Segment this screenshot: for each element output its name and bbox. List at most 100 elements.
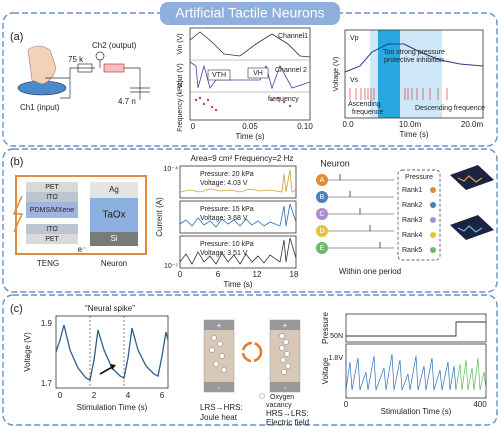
neuron-node: [316, 242, 328, 254]
wire: [45, 67, 95, 99]
x-tick-label: 6: [160, 391, 165, 400]
y-tick-label: 50N: [330, 333, 343, 340]
circuit-label: Ch1 (input): [20, 103, 60, 112]
x-tick-label: 2: [92, 391, 97, 400]
circuit-label: 75 k: [68, 55, 84, 64]
decoration: [211, 335, 217, 341]
panel-label: (c): [10, 303, 23, 315]
vp-trace: [344, 43, 484, 73]
layer: [26, 234, 78, 244]
y-tick-label: 10⁻⁷: [164, 263, 178, 270]
x-tick-label: 20.0m: [461, 120, 484, 129]
decoration: [221, 367, 227, 373]
decoration: [202, 102, 206, 106]
plot-title: Area=9 cm² Frequency=2 Hz: [191, 154, 294, 163]
y-label: Voltage (V): [333, 57, 340, 92]
decoration: [194, 98, 198, 102]
neuron-label: C: [319, 211, 324, 218]
x-tick-label: 10.0m: [399, 120, 422, 129]
y-label: Pressure: [321, 311, 330, 344]
annotation: Oxygen: [270, 394, 294, 401]
current-trace: [179, 203, 297, 228]
vin-trace: [189, 31, 311, 58]
axes: [179, 235, 297, 269]
vacancies: [209, 333, 291, 375]
panel-frame: [2, 294, 498, 426]
x-tick-label: 0.0: [342, 120, 354, 129]
y-tick-label: 1.8V: [329, 355, 344, 362]
coding-title: Neuron: [320, 158, 350, 168]
legend-box: [397, 169, 441, 261]
mechanism-label: LRS→HRS:: [200, 403, 243, 412]
callout: [207, 69, 231, 81]
rank-dot: [430, 187, 436, 193]
decoration: [198, 96, 202, 100]
annotation: VH: [253, 70, 263, 77]
panel-label: (b): [10, 156, 23, 168]
sign: -: [284, 383, 287, 392]
rank-dot: [430, 202, 436, 208]
circuit-label: 4.7 n: [118, 97, 136, 106]
callout: [247, 67, 269, 79]
decoration: [280, 357, 286, 363]
sign: +: [217, 321, 222, 330]
decoration: [279, 333, 285, 339]
panel-label: (a): [10, 31, 23, 43]
x-tick-label: 4: [126, 391, 131, 400]
trace-label: Voltage: 3.51 V: [200, 250, 248, 257]
trace-label: Voltage: 3.68 V: [200, 215, 248, 222]
annotation: frequency: [268, 96, 299, 103]
resistor: [77, 63, 93, 73]
rank-label: Rank1: [402, 187, 422, 194]
pressure-trace: [346, 321, 486, 337]
layer: [26, 192, 78, 202]
decoration: [270, 98, 274, 102]
layer-label: PET: [45, 236, 59, 243]
series-label: Vs: [350, 77, 359, 84]
decoration: [209, 347, 215, 353]
y-tick-label: 10⁻⁴: [164, 166, 179, 173]
layer-label: Si: [110, 234, 117, 243]
x-tick-label: 0: [178, 270, 183, 279]
neuron-node: [316, 191, 328, 203]
sign: -: [218, 383, 221, 392]
neuron-label: E: [320, 245, 325, 252]
layer-label: Ag: [109, 185, 119, 194]
sign: +: [283, 321, 288, 330]
neuron-label: A: [320, 177, 325, 184]
x-tick-label: 0.05: [242, 122, 258, 131]
hand: [27, 45, 57, 85]
decoration: [217, 341, 223, 347]
device: [203, 319, 235, 393]
decoration: [206, 98, 210, 102]
panel-frame: [2, 148, 498, 293]
decoration: [283, 339, 289, 345]
current-trace: [179, 237, 297, 265]
layer: [26, 224, 78, 234]
annotation: Channel1: [278, 33, 308, 40]
layer-label: TaOx: [102, 210, 125, 221]
decoration: [281, 369, 287, 375]
electrode: [270, 320, 300, 330]
axes: [345, 313, 487, 343]
layer: [26, 202, 78, 218]
axes: [189, 27, 311, 121]
x-tick-label: 0: [191, 122, 196, 131]
x-label: Time (s): [235, 132, 264, 141]
decoration: [284, 351, 290, 357]
device-label: e⁻: [78, 245, 87, 254]
arrow-head: [110, 364, 116, 370]
map-trace: [457, 225, 483, 233]
axes: [179, 165, 297, 199]
x-tick-label: 0.10: [297, 122, 313, 131]
mechanism-label: Joule heat: [200, 413, 238, 422]
y-label: Vin (V): [177, 33, 184, 54]
wire: [99, 60, 150, 100]
spark: [12, 195, 24, 233]
x-tick-label: 18: [290, 270, 299, 279]
layer: [90, 198, 138, 232]
layer-label: ITO: [46, 194, 58, 201]
y-tick-label: 1.7: [41, 379, 53, 388]
circuit-label: Ch2 (output): [92, 41, 137, 50]
